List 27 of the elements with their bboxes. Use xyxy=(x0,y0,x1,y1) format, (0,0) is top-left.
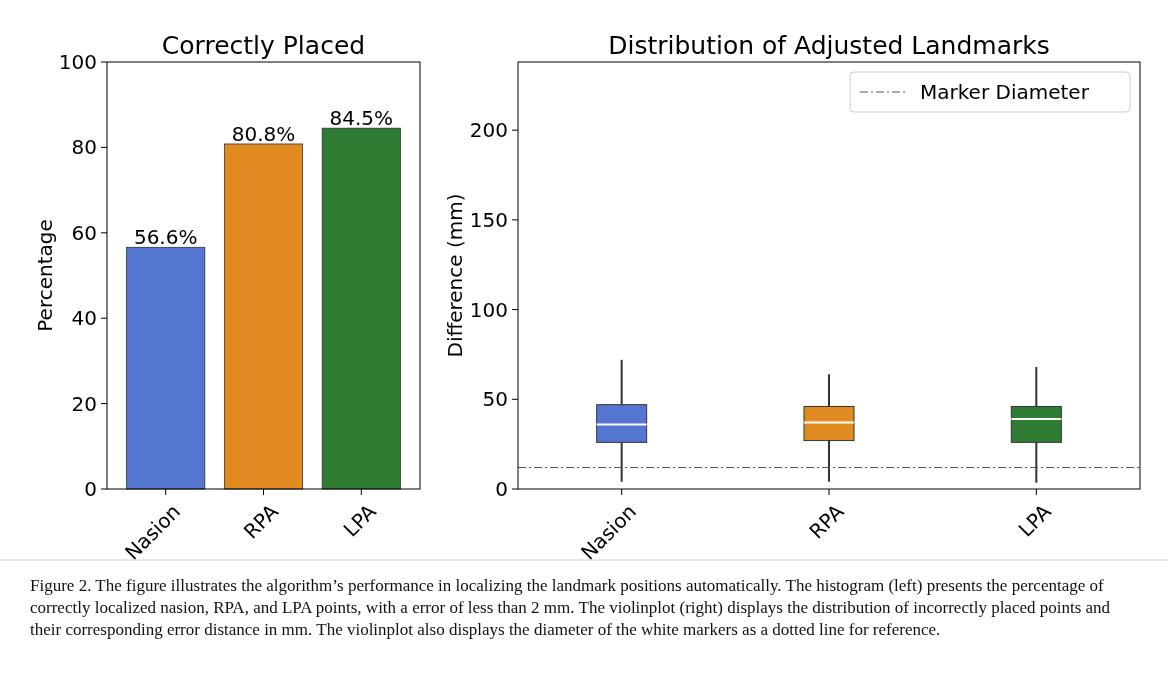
x-tick-label: RPA xyxy=(804,499,849,544)
y-tick-label: 200 xyxy=(469,118,508,143)
y-tick-label: 100 xyxy=(58,50,97,74)
y-axis-title: Difference (mm) xyxy=(443,193,467,358)
y-tick-label: 20 xyxy=(71,391,97,416)
y-tick-label: 40 xyxy=(71,306,97,331)
x-tick-label: LPA xyxy=(1013,499,1056,542)
y-tick-label: 0 xyxy=(84,477,97,501)
y-axis-title: Percentage xyxy=(33,219,57,332)
y-tick-label: 60 xyxy=(71,220,97,245)
y-tick-label: 80 xyxy=(71,135,97,160)
bar xyxy=(223,143,304,490)
x-tick-label: RPA xyxy=(238,499,284,544)
legend-label: Marker Diameter xyxy=(920,80,1090,104)
y-tick-label: 50 xyxy=(482,387,508,412)
y-tick-label: 0 xyxy=(495,477,508,501)
caption: Figure 2. The figure illustrates the algorithm’s performance in localizing the landmark positions automatically. The histogram (left) presents the percentage of correctly localized nasion, RPA, and LPA points, with a error of less than 2 mm. The violinplot (right) displays the distribution of incorrectly placed points and their corresponding error distance in mm. The violinplot also displays the diameter of the white markers as a dotted line for reference. xyxy=(30,575,1112,641)
bar xyxy=(126,246,206,490)
data-label: 56.6% xyxy=(133,225,198,250)
chart-title: Correctly Placed xyxy=(161,31,366,60)
data-label: 84.5% xyxy=(329,106,394,131)
y-tick-label: 100 xyxy=(469,297,508,322)
chart-title: Distribution of Adjusted Landmarks xyxy=(608,31,1050,60)
bar xyxy=(321,127,401,490)
y-tick-label: 150 xyxy=(469,207,508,232)
x-tick-label: LPA xyxy=(338,499,381,542)
data-label: 80.8% xyxy=(231,121,296,146)
